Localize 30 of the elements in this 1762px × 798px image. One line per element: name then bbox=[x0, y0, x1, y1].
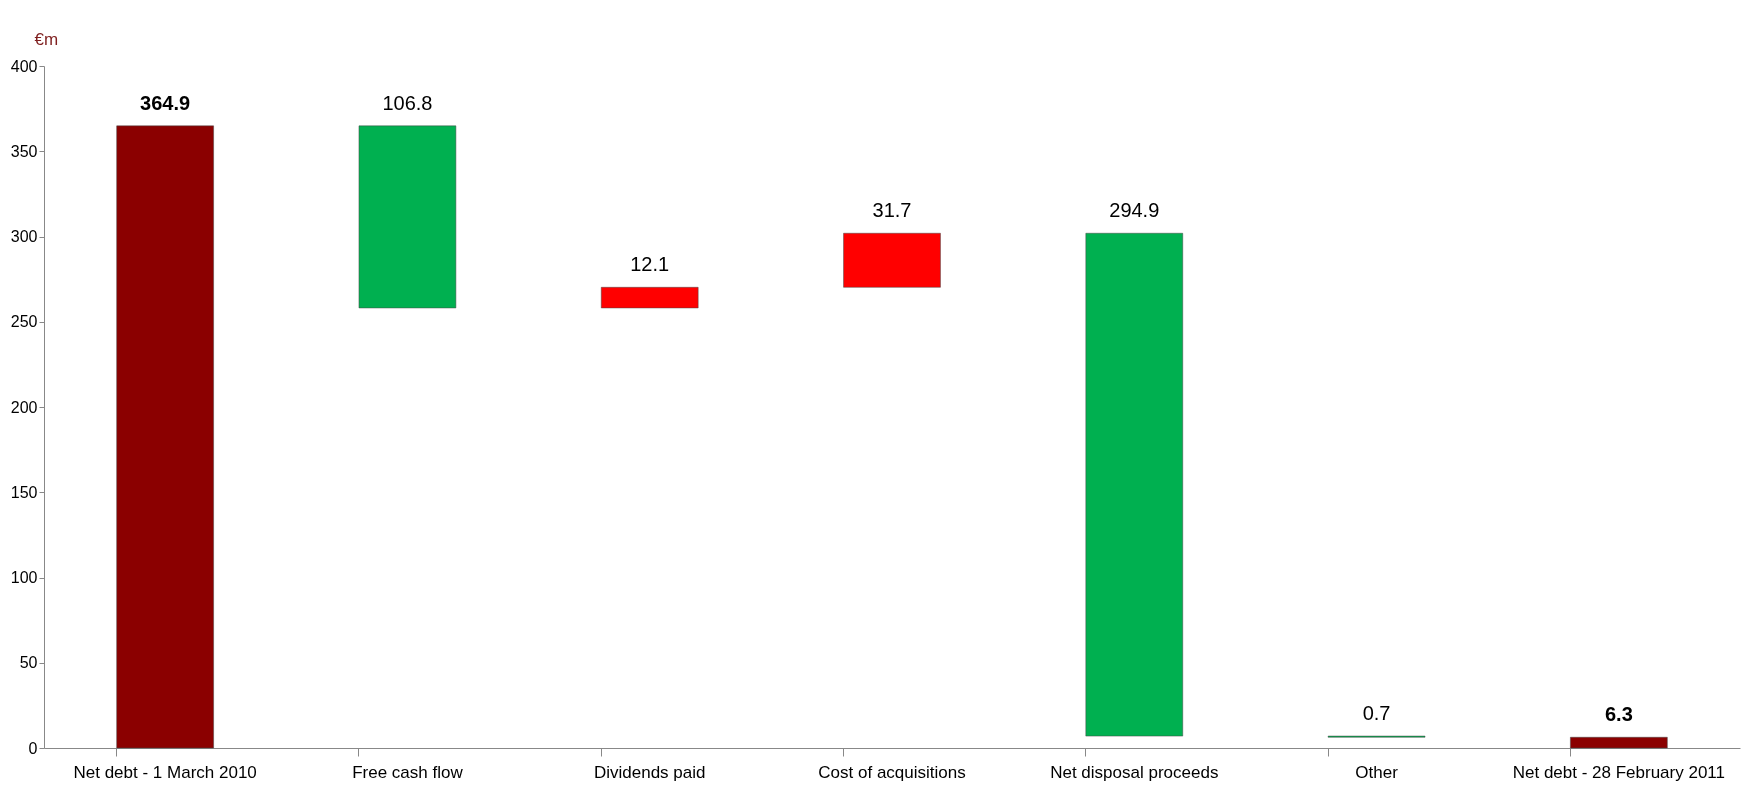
x-tick-label: Net disposal proceeds bbox=[1050, 762, 1219, 782]
y-tick-label: 50 bbox=[19, 654, 38, 672]
data-label: 0.7 bbox=[1362, 702, 1391, 725]
data-label: 294.9 bbox=[1109, 199, 1160, 222]
x-tick-label: Dividends paid bbox=[593, 762, 706, 782]
bar bbox=[601, 287, 699, 309]
y-tick-label: 300 bbox=[10, 228, 38, 245]
x-tick-label: Net debt - 28 February 2011 bbox=[1512, 762, 1726, 782]
y-axis-title: €m bbox=[34, 29, 59, 49]
x-tick-label: Free cash flow bbox=[352, 762, 464, 782]
data-label: 106.8 bbox=[382, 91, 433, 114]
bar bbox=[843, 233, 941, 288]
data-label: 31.7 bbox=[872, 199, 912, 222]
y-tick-label: 100 bbox=[10, 569, 38, 586]
y-tick-label: 200 bbox=[10, 398, 38, 416]
y-tick-label: 150 bbox=[10, 483, 38, 501]
data-label: 6.3 bbox=[1604, 703, 1633, 726]
y-tick-label: 0 bbox=[28, 739, 38, 757]
bar bbox=[358, 125, 457, 309]
data-label: 12.1 bbox=[630, 253, 670, 276]
y-tick-label: 350 bbox=[10, 142, 38, 160]
bar bbox=[1085, 233, 1183, 737]
data-label: 364.9 bbox=[140, 91, 191, 114]
x-tick-label: Net debt - 1 March 2010 bbox=[73, 762, 257, 782]
bar bbox=[116, 125, 214, 749]
x-tick-label: Other bbox=[1355, 762, 1399, 782]
x-tick-label: Cost of acquisitions bbox=[818, 762, 966, 782]
y-tick-label: 250 bbox=[10, 313, 38, 331]
y-tick-label: 400 bbox=[10, 57, 38, 75]
bar bbox=[1570, 737, 1668, 749]
